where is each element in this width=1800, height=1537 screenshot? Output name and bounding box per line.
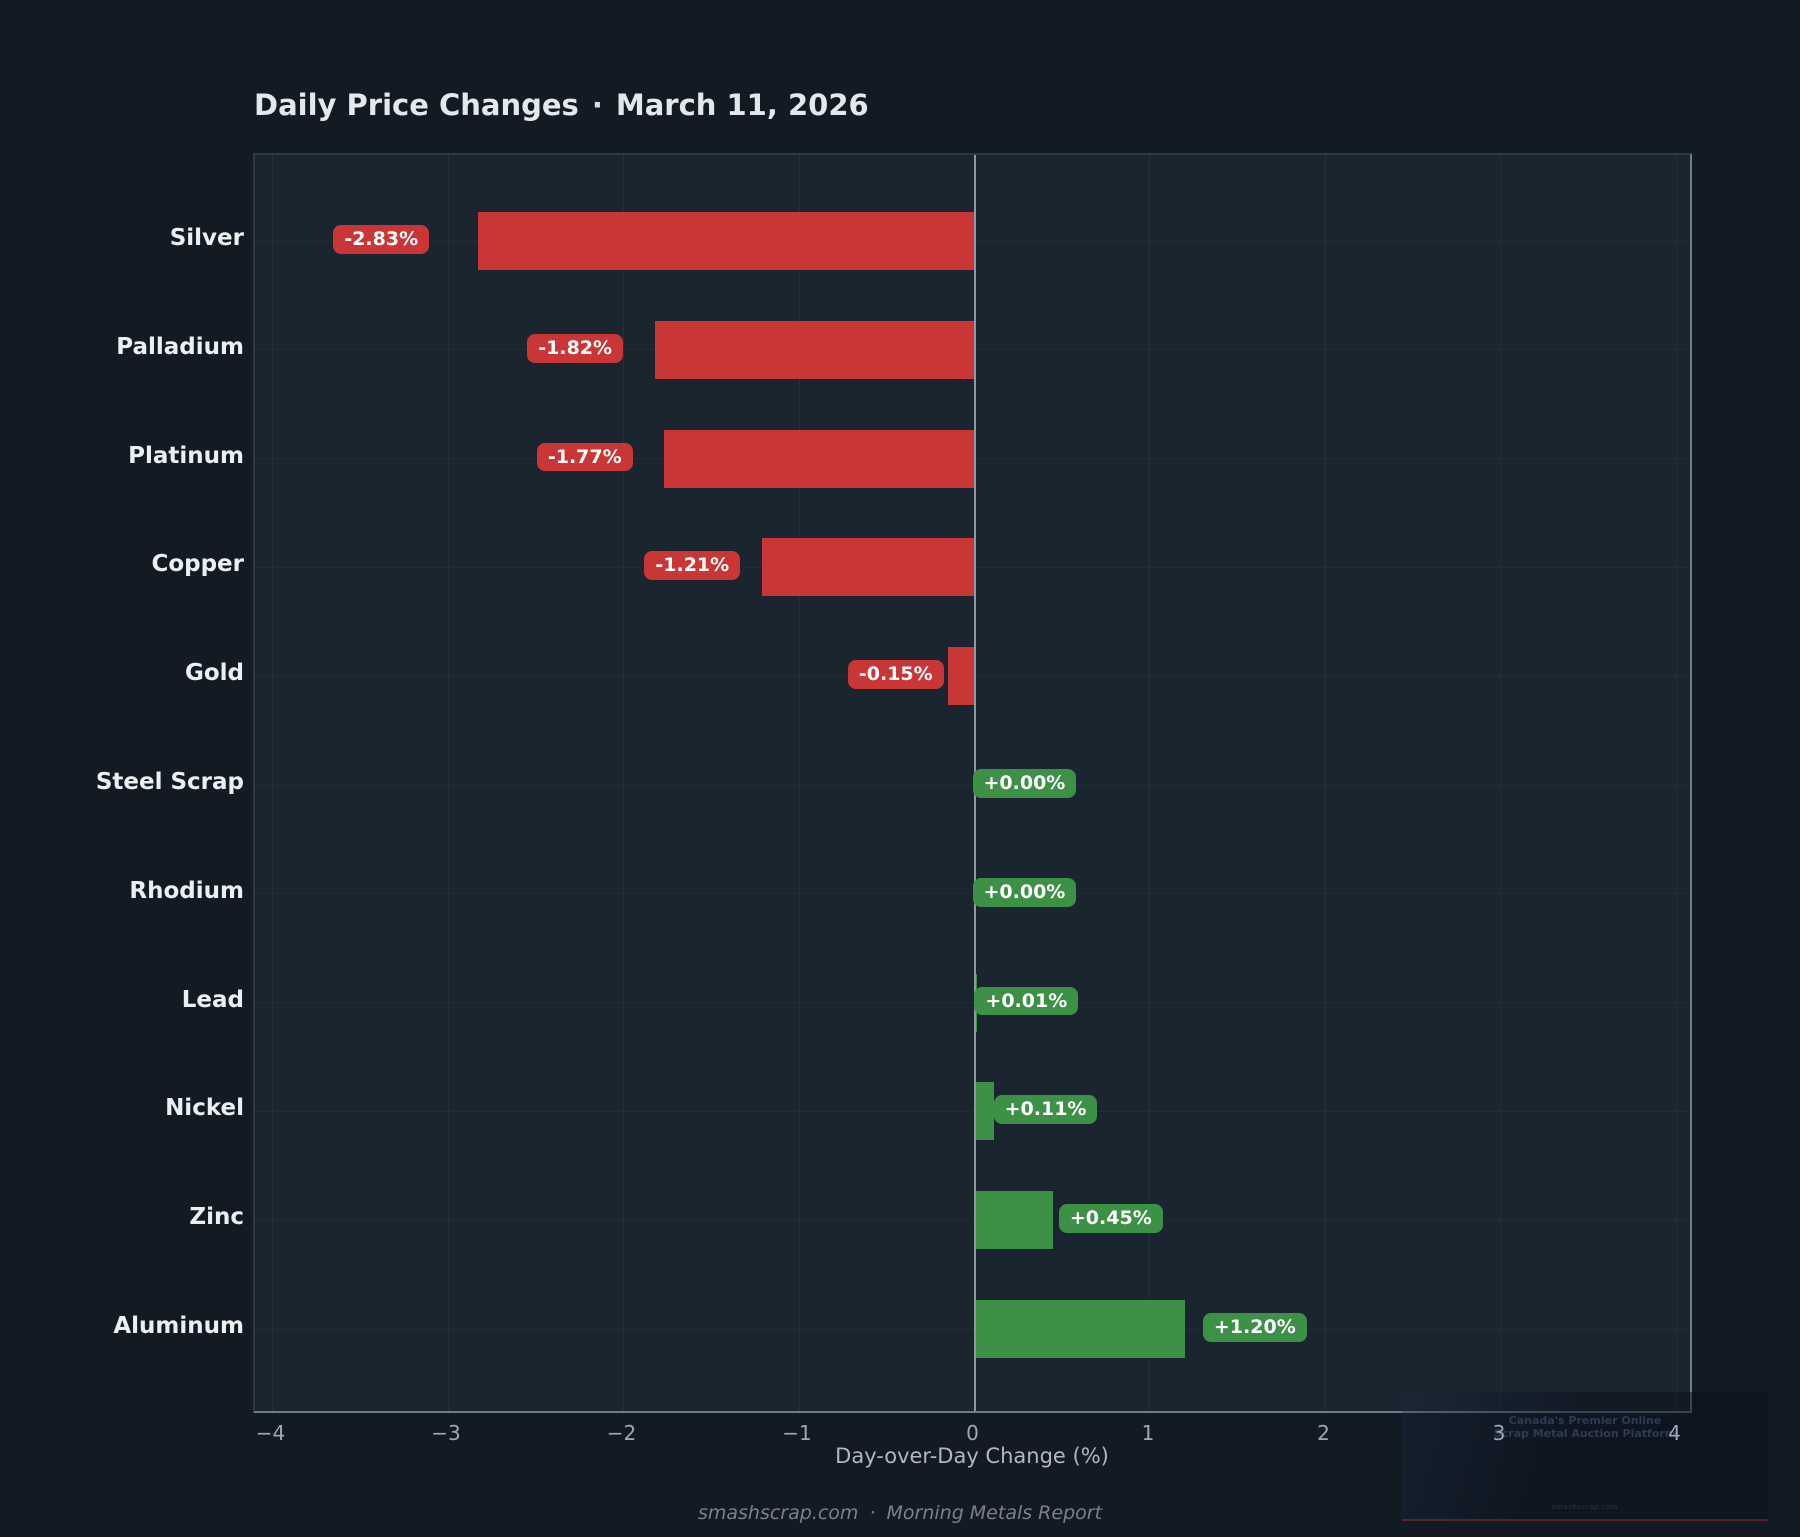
row-label-lead: Lead <box>181 986 244 1013</box>
bar-platinum <box>663 429 975 488</box>
watermark-line-1: Canada's Premier Online <box>1508 1414 1662 1427</box>
row-label-rhodium: Rhodium <box>129 877 244 904</box>
row-label-silver: Silver <box>169 225 244 251</box>
watermark-line-2: Scrap Metal Auction Platform <box>1493 1427 1677 1440</box>
x-tick-label-5: 1 <box>1141 1421 1155 1445</box>
bar-zinc <box>974 1191 1054 1250</box>
watermark-box: Canada's Premier Online Scrap Metal Auct… <box>1402 1392 1768 1521</box>
row-label-gold: Gold <box>184 660 244 687</box>
x-tick-label-3: −1 <box>782 1421 812 1445</box>
title-separator: · <box>591 88 603 122</box>
bar-silver <box>477 212 975 270</box>
row-label-copper: Copper <box>151 551 244 578</box>
value-badge-silver: -2.83% <box>333 225 430 254</box>
x-tick-label-4: 0 <box>966 1421 979 1445</box>
vertical-gridline-6 <box>1324 155 1326 1411</box>
bar-gold <box>948 647 975 706</box>
x-axis-label: Day-over-Day Change (%) <box>835 1444 1109 1468</box>
vertical-gridline-8 <box>1675 155 1677 1411</box>
row-label-zinc: Zinc <box>189 1204 244 1231</box>
x-tick-label-2: −2 <box>606 1421 637 1445</box>
vertical-gridline-1 <box>447 155 449 1411</box>
vertical-gridline-3 <box>798 155 800 1411</box>
bar-copper <box>762 538 975 597</box>
vertical-gridline-0 <box>272 155 274 1411</box>
footer-caption: smashscrap.com · Morning Metals Report <box>0 1502 1800 1524</box>
value-badge-nickel: +0.11% <box>993 1095 1098 1125</box>
bar-aluminum <box>974 1300 1186 1358</box>
chart-title-text: Daily Price Changes <box>254 88 579 122</box>
x-tick-label-1: −3 <box>431 1421 461 1445</box>
value-badge-rhodium: +0.00% <box>972 877 1077 907</box>
watermark-site: smashscrap.com <box>1551 1503 1619 1511</box>
row-label-platinum: Platinum <box>128 442 244 469</box>
value-badge-aluminum: +1.20% <box>1202 1313 1307 1342</box>
horizontal-gridline-zinc <box>255 1219 1690 1221</box>
horizontal-gridline-aluminum <box>255 1328 1690 1330</box>
value-badge-steel-scrap: +0.00% <box>972 769 1077 798</box>
footer-separator: · <box>869 1502 876 1524</box>
value-badge-palladium: -1.82% <box>527 333 624 363</box>
row-label-steel-scrap: Steel Scrap <box>95 769 244 795</box>
x-tick-label-8: 4 <box>1668 1421 1681 1445</box>
value-badge-gold: -0.15% <box>847 660 944 690</box>
bar-palladium <box>655 320 975 379</box>
footer-report: Morning Metals Report <box>886 1502 1103 1524</box>
x-tick-label-6: 2 <box>1317 1421 1330 1445</box>
footer-site: smashscrap.com <box>697 1502 859 1524</box>
horizontal-gridline-lead <box>255 1002 1690 1004</box>
vertical-gridline-5 <box>1149 155 1151 1411</box>
value-badge-lead: +0.01% <box>974 986 1079 1016</box>
value-badge-platinum: -1.77% <box>536 442 633 472</box>
row-label-palladium: Palladium <box>116 333 244 360</box>
bar-nickel <box>974 1082 994 1141</box>
value-badge-copper: -1.21% <box>644 551 741 581</box>
value-badge-zinc: +0.45% <box>1058 1204 1163 1234</box>
row-label-aluminum: Aluminum <box>113 1313 244 1339</box>
horizontal-gridline-nickel <box>255 1110 1690 1112</box>
x-tick-label-0: −4 <box>255 1421 286 1445</box>
vertical-gridline-7 <box>1500 155 1502 1411</box>
chart-title-date: March 11, 2026 <box>615 88 869 122</box>
vertical-gridline-2 <box>623 155 625 1411</box>
chart-title: Daily Price Changes · March 11, 2026 <box>254 88 869 122</box>
row-label-nickel: Nickel <box>165 1095 244 1122</box>
x-tick-label-7: 3 <box>1492 1421 1506 1445</box>
